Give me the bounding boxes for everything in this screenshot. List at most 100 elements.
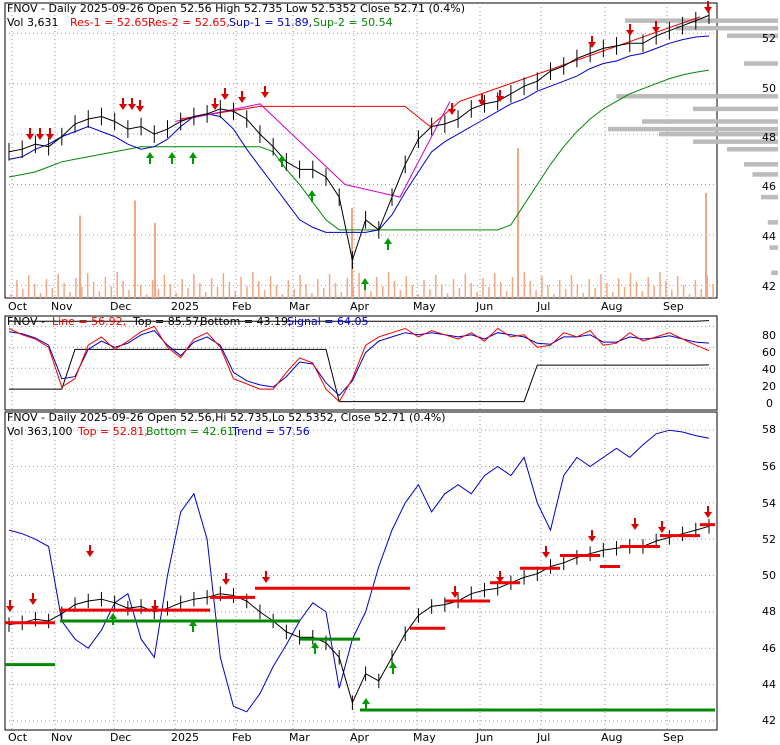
volume-profile-bar [642, 119, 778, 124]
p1-ytick: 50 [762, 82, 776, 95]
volume-profile-bar [676, 25, 778, 31]
res2-line [174, 101, 451, 198]
sell-arrow [626, 24, 634, 36]
p3-xtick: Jul [536, 731, 550, 744]
close-line [8, 525, 710, 705]
p3-xtick: Sep [663, 731, 684, 744]
sup2-line [8, 69, 710, 231]
p1-xtick: Mar [289, 300, 310, 313]
p1-xtick: Dec [110, 300, 131, 313]
panel3-frame [4, 411, 718, 731]
panel1-sup1: Sup-1 = 51.89, [229, 16, 312, 29]
panel2-line: Line = 56.92, [52, 315, 126, 328]
sell-arrow [262, 571, 270, 583]
sell-arrow [704, 1, 712, 13]
sell-arrow [448, 103, 456, 115]
panel1-header: FNOV - Daily 2025-09-26 Open 52.56 High … [7, 2, 465, 15]
buy-arrow [146, 152, 154, 164]
buy-arrow [168, 152, 176, 164]
panel3-top: Top = 52.81, [77, 425, 148, 438]
sell-arrow [86, 545, 94, 557]
panel2-signal: Signal = 64.05 [287, 315, 369, 328]
sell-arrow [46, 128, 54, 140]
top-line [9, 320, 710, 322]
volume-profile-bar [727, 146, 778, 152]
sell-arrow [6, 600, 14, 612]
p3-ytick: 58 [762, 423, 776, 436]
panel3-header: FNOV - Daily 2025-09-26 Open 52.56,Hi 52… [7, 411, 446, 424]
buy-arrow [389, 662, 397, 674]
volume-profile-bar [744, 61, 778, 66]
sell-arrow [496, 90, 504, 102]
p3-ytick: 48 [762, 605, 776, 618]
panel2-bottom: Bottom = 43.19, [200, 315, 292, 328]
sell-arrow [222, 573, 230, 585]
sell-arrow [238, 91, 246, 103]
trend-line [8, 429, 710, 713]
panel1-frame [4, 2, 718, 299]
p1-xtick: Jul [536, 300, 550, 313]
volume-profile-bar [744, 162, 778, 167]
p3-xtick: Apr [350, 731, 370, 744]
sell-arrow [478, 94, 486, 106]
sell-arrow [451, 586, 459, 598]
sup1-line [8, 35, 710, 233]
buy-arrow [384, 238, 392, 250]
panel3-x-axis: Oct Nov Dec 2025 Feb Mar Apr May Jun Jul… [8, 731, 684, 744]
bottom-line [9, 348, 710, 403]
close-line [8, 14, 710, 263]
buy-arrow [308, 190, 316, 202]
p3-ytick: 46 [762, 642, 776, 655]
volume-profile-bar [693, 106, 778, 112]
p1-xtick: Feb [232, 300, 251, 313]
sell-arrow [29, 593, 37, 605]
volume-profile-bar [761, 194, 778, 200]
p1-xtick: Sep [663, 300, 684, 313]
p1-xtick: Jun [475, 300, 493, 313]
p2-ytick: 20 [762, 380, 776, 393]
volume-profile-bar [659, 131, 778, 137]
p1-xtick: Apr [350, 300, 370, 313]
sell-arrow [36, 128, 44, 140]
panel3-y-axis: 58 56 54 52 50 48 46 44 42 [762, 423, 776, 727]
p3-xtick: Oct [8, 731, 28, 744]
p3-ytick: 52 [762, 533, 776, 546]
sell-arrow [496, 571, 504, 583]
buy-arrow [311, 642, 319, 654]
p1-xtick: Nov [51, 300, 73, 313]
panel1-vol: Vol 3,631 [7, 16, 58, 29]
panel2-y-axis: 80 60 40 20 0 [762, 329, 776, 410]
sell-arrow [588, 530, 596, 542]
p3-xtick: Aug [601, 731, 622, 744]
p3-ytick: 42 [762, 714, 776, 727]
p3-ytick: 54 [762, 497, 776, 510]
panel2-frame [4, 315, 718, 411]
p1-xtick: Oct [8, 300, 28, 313]
buy-arrow [189, 620, 197, 632]
panel1-res1: Res-1 = 52.65, [70, 16, 152, 29]
signal-line [8, 330, 710, 397]
panel1-res2: Res-2 = 52.65, [148, 16, 230, 29]
sell-arrow [631, 518, 639, 530]
sell-arrow [211, 98, 219, 110]
res-line [179, 16, 701, 128]
p3-xtick: Nov [51, 731, 73, 744]
sell-arrow [588, 36, 596, 48]
p1-ytick: 46 [762, 180, 776, 193]
buy-arrow [189, 152, 197, 164]
p3-xtick: Dec [110, 731, 131, 744]
volume-profile-bar [752, 172, 778, 177]
buy-arrow [109, 613, 117, 625]
volume-profile-bar [616, 94, 778, 99]
volume-profile-bar [769, 245, 778, 250]
p1-ytick: 44 [762, 230, 776, 243]
p1-ytick: 48 [762, 131, 776, 144]
sell-arrow [136, 100, 144, 112]
p3-ytick: 44 [762, 678, 776, 691]
p3-xtick: Feb [232, 731, 251, 744]
sell-arrow [261, 86, 269, 98]
panel1-sup2: Sup-2 = 50.54 [313, 16, 393, 29]
p1-xtick: 2025 [171, 300, 199, 313]
sell-arrow [542, 546, 550, 558]
p1-ytick: 52 [762, 32, 776, 45]
